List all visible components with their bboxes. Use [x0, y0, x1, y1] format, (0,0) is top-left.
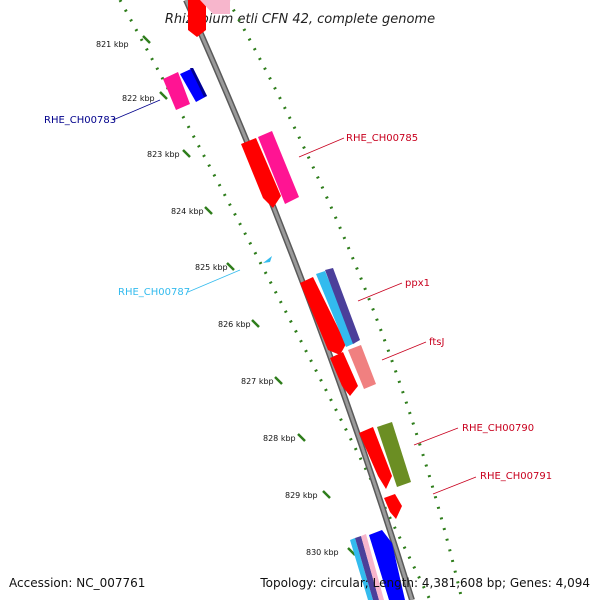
gene-rhe-ch00783[interactable] [163, 68, 207, 110]
tick-mark [204, 206, 213, 215]
tick-mark [226, 262, 235, 271]
tick-mark [297, 433, 306, 442]
tick-label: 828 kbp [263, 434, 296, 443]
tick-mark [182, 149, 191, 158]
gene-rhe-ch00790[interactable] [359, 422, 411, 489]
tick-mark [159, 91, 168, 100]
tick-mark [347, 547, 356, 556]
tick-label: 821 kbp [96, 40, 129, 49]
genome-backbone-shadow [183, 0, 415, 600]
gene-ppx1[interactable] [300, 268, 360, 355]
gene-top-partial[interactable] [188, 0, 230, 37]
tick-mark [251, 319, 260, 328]
gene-rhe-ch00787[interactable] [263, 256, 272, 263]
tick-label: 827 kbp [241, 377, 274, 386]
genome-backbone [184, 0, 414, 600]
gene-ftsj[interactable] [330, 345, 376, 396]
gene-label-rhe-ch00783[interactable]: RHE_CH00783 [44, 115, 116, 126]
tick-mark [322, 490, 331, 499]
gene-label-rhe-ch00787[interactable]: RHE_CH00787 [118, 287, 190, 298]
map-title: Rhizobium etli CFN 42, complete genome [165, 12, 435, 27]
gene-label-rhe-ch00791[interactable]: RHE_CH00791 [480, 471, 552, 482]
gene-rhe-ch00785[interactable] [241, 131, 299, 208]
tick-mark [274, 376, 283, 385]
gene-labels: RHE_CH00783 RHE_CH00785 RHE_CH00787 ppx1… [44, 115, 552, 482]
genome-summary-text: Topology: circular; Length: 4,381,608 bp… [260, 576, 590, 590]
gene-rhe-ch00791[interactable] [384, 494, 402, 519]
tick-label: 829 kbp [285, 491, 318, 500]
tick-label: 826 kbp [218, 320, 251, 329]
tick-label: 824 kbp [171, 207, 204, 216]
tick-marks [142, 35, 356, 556]
gene-label-rhe-ch00785[interactable]: RHE_CH00785 [346, 133, 418, 144]
tick-mark [142, 35, 151, 44]
tick-label: 825 kbp [195, 263, 228, 272]
tick-label: 822 kbp [122, 94, 155, 103]
accession-text: Accession: NC_007761 [9, 576, 146, 590]
gene-bottom-cluster[interactable] [350, 530, 405, 600]
gene-label-connectors [112, 99, 477, 495]
gene-label-rhe-ch00790[interactable]: RHE_CH00790 [462, 423, 534, 434]
tick-label: 823 kbp [147, 150, 180, 159]
tick-label: 830 kbp [306, 548, 339, 557]
gene-label-ppx1[interactable]: ppx1 [405, 278, 430, 289]
gene-label-ftsj[interactable]: ftsJ [429, 337, 444, 348]
tick-labels: 821 kbp 822 kbp 823 kbp 824 kbp 825 kbp … [96, 40, 339, 557]
